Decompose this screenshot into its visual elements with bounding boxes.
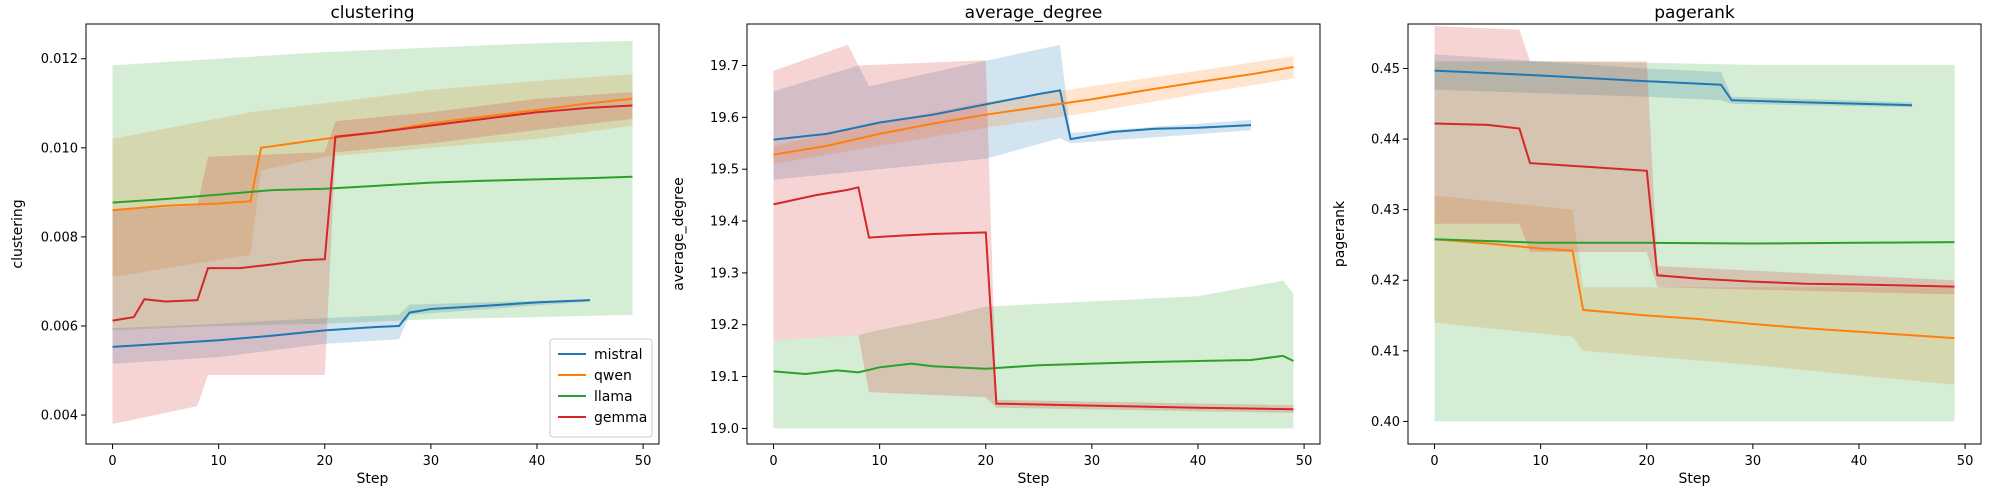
y-axis-label: average_degree <box>671 177 687 290</box>
subplot-pagerank: 0 10 20 30 40 50 0.40 0.41 0.42 0.43 0.44 0.45 page… <box>1332 3 1982 487</box>
series-line-llama <box>1434 238 1955 245</box>
x-axis-label: Step <box>1679 471 1711 487</box>
series-line-qwen <box>1434 238 1955 340</box>
series-line-qwen <box>773 66 1294 156</box>
plot-frame <box>1407 23 1982 445</box>
legend-label-qwen: qwen <box>594 368 632 384</box>
x-tick-label: 50 <box>635 454 652 469</box>
x-tick-label: 20 <box>977 454 994 469</box>
x-axis-label: Step <box>1018 471 1050 487</box>
confidence-band-gemma <box>1434 26 1955 295</box>
chart-title: pagerank <box>1654 3 1735 23</box>
subplot-average-degree: 0 10 20 30 40 50 19.0 19.1 19.2 19.3 19.4 19.5 19.6 1… <box>671 3 1321 487</box>
y-tick-label: 0.010 <box>41 141 78 156</box>
plot-frame <box>85 23 660 445</box>
series-line-gemma <box>1434 122 1955 288</box>
x-tick-label: 0 <box>769 454 777 469</box>
y-tick-label: 0.41 <box>1371 344 1400 359</box>
chart-title: average_degree <box>965 3 1103 23</box>
x-tick-label: 0 <box>1430 454 1438 469</box>
series-line-gemma <box>112 104 633 322</box>
confidence-band-qwen <box>773 56 1294 164</box>
y-tick-label: 19.2 <box>710 318 739 333</box>
x-tick-label: 30 <box>1084 454 1101 469</box>
x-tick-label: 30 <box>1745 454 1762 469</box>
subplot-clustering: 0 10 20 30 40 50 0.004 0.006 0.008 0.010 0.012 clu… <box>10 3 660 487</box>
confidence-band-llama <box>1434 61 1955 422</box>
x-tick-label: 0 <box>108 454 116 469</box>
series-line-gemma <box>773 186 1294 411</box>
legend-label-gemma: gemma <box>594 410 647 426</box>
y-tick-label: 19.0 <box>710 422 739 437</box>
confidence-band-mistral <box>112 299 590 364</box>
confidence-band-mistral <box>1434 54 1912 108</box>
x-tick-label: 50 <box>1296 454 1313 469</box>
legend-label-mistral: mistral <box>594 347 643 363</box>
legend-label-llama: llama <box>594 389 633 405</box>
y-tick-label: 19.5 <box>710 163 739 178</box>
confidence-band-gemma <box>773 44 1294 413</box>
y-tick-label: 0.45 <box>1371 62 1400 77</box>
y-tick-label: 0.004 <box>41 409 78 424</box>
confidence-band-llama <box>773 280 1294 429</box>
y-tick-label: 19.4 <box>710 215 739 230</box>
y-axis-label: pagerank <box>1332 200 1348 267</box>
y-tick-label: 0.008 <box>41 230 78 245</box>
y-tick-label: 0.44 <box>1371 133 1400 148</box>
y-tick-label: 19.1 <box>710 370 739 385</box>
confidence-band-qwen <box>112 74 633 277</box>
series-line-mistral <box>112 299 591 348</box>
confidence-band-mistral <box>773 44 1251 180</box>
series-line-llama <box>773 354 1294 376</box>
legend: mistral qwen llama gemma <box>549 338 653 438</box>
x-tick-label: 40 <box>529 454 546 469</box>
y-axis-label: clustering <box>10 199 26 268</box>
y-tick-label: 19.6 <box>710 111 739 126</box>
x-tick-label: 40 <box>1851 454 1868 469</box>
y-tick-label: 0.43 <box>1371 203 1400 218</box>
x-tick-label: 10 <box>210 454 227 469</box>
legend-box <box>549 338 653 438</box>
series-line-mistral <box>1434 69 1913 107</box>
confidence-band-gemma <box>112 92 633 424</box>
plot-frame <box>746 23 1321 445</box>
series-line-mistral <box>773 89 1252 141</box>
chart-title: clustering <box>330 3 414 23</box>
x-tick-label: 10 <box>871 454 888 469</box>
x-tick-label: 20 <box>316 454 333 469</box>
x-tick-label: 50 <box>1957 454 1974 469</box>
x-tick-label: 30 <box>423 454 440 469</box>
y-tick-label: 0.40 <box>1371 415 1400 430</box>
y-tick-label: 19.3 <box>710 266 739 281</box>
x-axis-label: Step <box>357 471 389 487</box>
x-tick-label: 40 <box>1190 454 1207 469</box>
series-line-llama <box>112 175 633 204</box>
y-tick-label: 0.012 <box>41 52 78 67</box>
y-tick-label: 0.006 <box>41 319 78 334</box>
x-tick-label: 20 <box>1638 454 1655 469</box>
x-tick-label: 10 <box>1532 454 1549 469</box>
y-tick-label: 19.7 <box>710 59 739 74</box>
y-tick-label: 0.42 <box>1371 274 1400 289</box>
